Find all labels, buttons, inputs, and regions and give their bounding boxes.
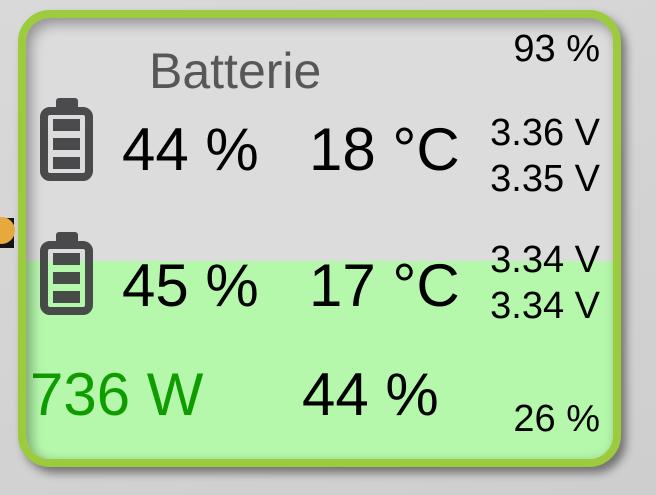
battery-power: 736 W <box>30 361 204 428</box>
battery-card[interactable]: Batterie 93 % 44 % 18 °C 3.36 V 3.35 V 4… <box>18 10 621 467</box>
module1-voltages: 3.36 V 3.35 V <box>490 110 600 202</box>
module2-voltages: 3.34 V 3.34 V <box>490 237 600 329</box>
soc-fill-level <box>26 261 613 459</box>
module2-soc: 45 % <box>122 252 259 319</box>
module1-voltage-high: 3.36 V <box>490 112 600 154</box>
percent-bottom-right: 26 % <box>513 398 600 440</box>
battery-icon <box>40 232 93 315</box>
module1-soc: 44 % <box>122 116 259 183</box>
module2-temperature: 17 °C <box>309 252 460 319</box>
percent-top-right: 93 % <box>513 28 600 70</box>
card-title: Batterie <box>149 43 322 99</box>
connector-dot-icon <box>0 217 15 244</box>
module1-voltage-low: 3.35 V <box>490 158 600 200</box>
module1-temperature: 18 °C <box>309 116 460 183</box>
battery-icon <box>40 98 93 181</box>
module2-voltage-low: 3.34 V <box>490 285 600 327</box>
module2-voltage-high: 3.34 V <box>490 239 600 281</box>
connector-node <box>0 217 15 248</box>
soc-total: 44 % <box>302 361 439 428</box>
